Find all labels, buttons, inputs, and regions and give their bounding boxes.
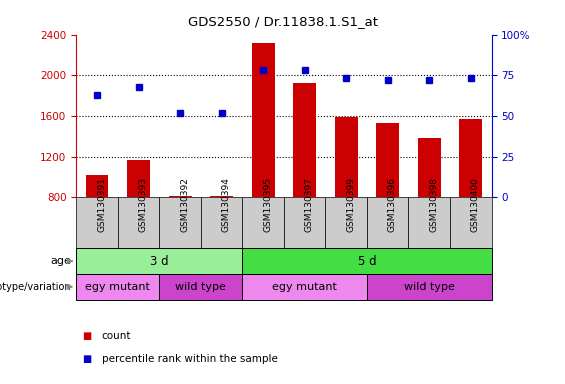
Text: ■: ■: [82, 331, 91, 341]
Text: egy mutant: egy mutant: [272, 282, 337, 292]
Bar: [118, 197, 159, 248]
Text: wild type: wild type: [175, 282, 227, 292]
Text: percentile rank within the sample: percentile rank within the sample: [102, 354, 277, 364]
Bar: [376, 123, 399, 197]
Text: GSM130394: GSM130394: [221, 177, 231, 232]
Text: GSM130399: GSM130399: [346, 177, 355, 232]
Text: egy mutant: egy mutant: [85, 282, 150, 292]
Bar: [335, 117, 358, 197]
Text: GSM130391: GSM130391: [97, 177, 106, 232]
Text: GSM130392: GSM130392: [180, 177, 189, 232]
Bar: [159, 197, 201, 248]
Text: GDS2550 / Dr.11838.1.S1_at: GDS2550 / Dr.11838.1.S1_at: [188, 15, 377, 28]
Bar: [76, 274, 159, 300]
Bar: [367, 274, 492, 300]
Bar: [210, 196, 233, 197]
Bar: [76, 197, 118, 248]
Bar: [201, 197, 242, 248]
Bar: [418, 138, 441, 197]
Bar: [252, 43, 275, 197]
Text: genotype/variation: genotype/variation: [0, 282, 71, 292]
Text: ■: ■: [82, 354, 91, 364]
Bar: [242, 197, 284, 248]
Bar: [242, 274, 367, 300]
Bar: [76, 248, 242, 274]
Bar: [293, 83, 316, 197]
Bar: [325, 197, 367, 248]
Text: GSM130393: GSM130393: [138, 177, 147, 232]
Text: GSM130400: GSM130400: [471, 177, 480, 232]
Text: GSM130395: GSM130395: [263, 177, 272, 232]
Text: count: count: [102, 331, 131, 341]
Bar: [450, 197, 492, 248]
Bar: [169, 196, 192, 197]
Bar: [127, 160, 150, 197]
Text: GSM130396: GSM130396: [388, 177, 397, 232]
Text: GSM130398: GSM130398: [429, 177, 438, 232]
Text: GSM130397: GSM130397: [305, 177, 314, 232]
Text: 5 d: 5 d: [358, 255, 376, 268]
Bar: [459, 119, 482, 197]
Bar: [86, 175, 108, 197]
Bar: [159, 274, 242, 300]
Text: 3 d: 3 d: [150, 255, 168, 268]
Bar: [242, 248, 492, 274]
Text: wild type: wild type: [404, 282, 455, 292]
Bar: [408, 197, 450, 248]
Bar: [367, 197, 408, 248]
Text: age: age: [50, 256, 71, 266]
Bar: [284, 197, 325, 248]
